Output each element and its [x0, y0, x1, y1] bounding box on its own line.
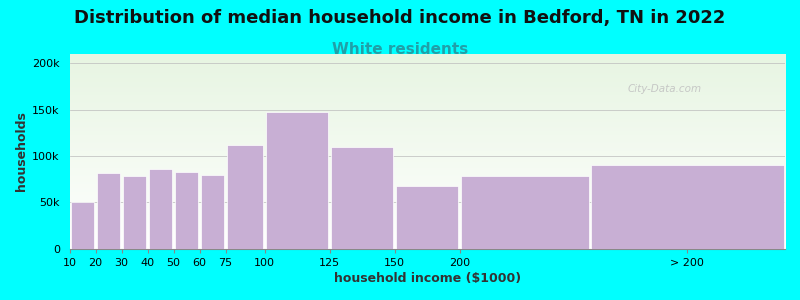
X-axis label: household income ($1000): household income ($1000)	[334, 272, 521, 285]
Bar	[396, 186, 458, 249]
Bar	[123, 176, 146, 249]
Text: Distribution of median household income in Bedford, TN in 2022: Distribution of median household income …	[74, 9, 726, 27]
Y-axis label: households: households	[15, 112, 28, 191]
Bar	[266, 112, 328, 249]
Bar	[591, 165, 784, 249]
Bar	[331, 147, 394, 249]
Bar	[149, 169, 172, 249]
Text: White residents: White residents	[332, 42, 468, 57]
Text: City-Data.com: City-Data.com	[627, 84, 702, 94]
Bar	[227, 145, 263, 249]
Bar	[175, 172, 198, 249]
Bar	[461, 176, 589, 249]
Bar	[71, 202, 94, 249]
Bar	[201, 175, 224, 249]
Bar	[97, 173, 120, 249]
